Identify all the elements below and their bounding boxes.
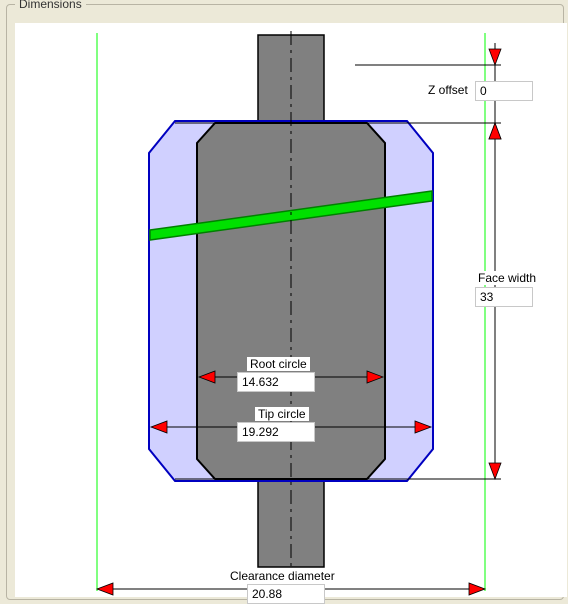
face-width-label: Face width bbox=[475, 271, 539, 285]
tip-circle-field[interactable]: 19.292 bbox=[237, 422, 315, 442]
clearance-diameter-label: Clearance diameter bbox=[227, 569, 338, 583]
root-circle-field[interactable]: 14.632 bbox=[237, 372, 315, 392]
dimensions-group: Dimensions Z offset 0 Face width 33 Root… bbox=[6, 4, 564, 600]
diagram-canvas: Z offset 0 Face width 33 Root circle 14.… bbox=[15, 23, 567, 597]
clearance-diameter-field[interactable]: 20.88 bbox=[247, 584, 325, 604]
tip-circle-label: Tip circle bbox=[255, 407, 309, 421]
group-title: Dimensions bbox=[15, 0, 86, 11]
root-circle-label: Root circle bbox=[247, 357, 310, 371]
z-offset-label: Z offset bbox=[425, 83, 471, 97]
z-offset-field[interactable]: 0 bbox=[475, 81, 533, 101]
face-width-field[interactable]: 33 bbox=[475, 287, 533, 307]
diagram-svg bbox=[15, 23, 567, 597]
